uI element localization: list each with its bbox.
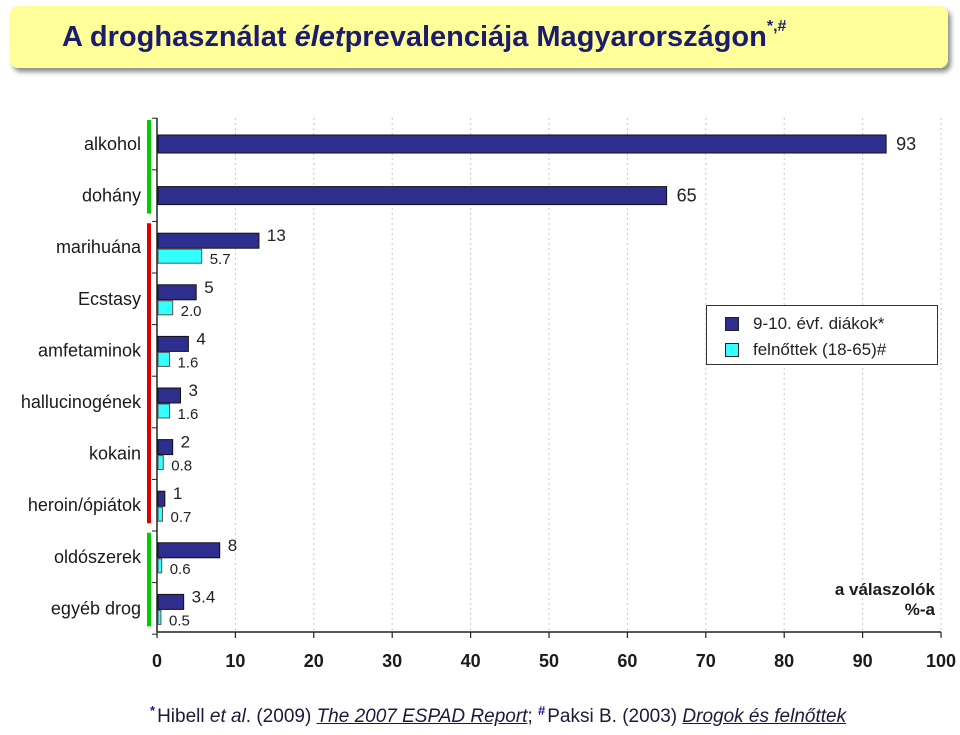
data-label-adults: 5.7: [210, 251, 231, 268]
bar-students: [157, 593, 185, 610]
x-tick-label: 100: [926, 651, 956, 671]
title-banner: A droghasználat életprevalenciája Magyar…: [10, 6, 948, 68]
legend-swatch-adults: [725, 343, 739, 357]
category-label: oldószerek: [54, 547, 142, 567]
legend-label-adults: felnőttek (18-65)#: [753, 340, 887, 359]
category-label: dohány: [82, 186, 141, 206]
bar-students: [157, 439, 174, 456]
x-tick-label: 90: [853, 651, 873, 671]
category-label: Ecstasy: [78, 289, 141, 309]
bar-adults: [157, 351, 171, 367]
data-label-students: 65: [677, 186, 697, 206]
category-label: hallucinogének: [21, 392, 142, 412]
x-tick-label: 0: [152, 651, 162, 671]
bar-adults: [157, 403, 171, 419]
bar-students: [157, 232, 260, 249]
bar-students: [157, 284, 197, 301]
bar-adults: [157, 248, 203, 264]
bar-adults: [157, 558, 163, 574]
source-footnote: * Hibell et al. (2009) The 2007 ESPAD Rep…: [150, 703, 847, 727]
x-tick-label: 40: [461, 651, 481, 671]
data-label-adults: 0.5: [169, 612, 190, 629]
title-superscript: *,#: [766, 17, 787, 35]
x-tick-label: 20: [304, 651, 324, 671]
chart-legend: 9-10. évf. diákok* felnőttek (18-65)#: [706, 305, 938, 365]
bar-adults: [157, 300, 174, 316]
data-label-adults: 1.6: [178, 406, 199, 423]
category-label: marihuána: [56, 237, 142, 257]
page-title: A droghasználat életprevalenciája Magyar…: [62, 17, 787, 53]
category-label: alkohol: [84, 134, 141, 154]
data-label-students: 1: [173, 484, 182, 503]
bar-adults: [157, 506, 163, 522]
data-label-adults: 1.6: [178, 354, 199, 371]
data-label-adults: 0.7: [170, 509, 191, 526]
legend-label-students: 9-10. évf. diákok*: [753, 314, 885, 333]
footnote-mark-star: *: [150, 703, 156, 718]
data-label-students: 3.4: [192, 587, 216, 606]
category-label: amfetaminok: [38, 340, 142, 360]
data-label-students: 8: [228, 536, 237, 555]
data-label-students: 2: [181, 433, 190, 452]
bar-adults: [157, 609, 162, 625]
legend-item-students: 9-10. évf. diákok*: [725, 314, 884, 334]
x-tick-label: 30: [382, 651, 402, 671]
category-label: kokain: [89, 444, 141, 464]
data-label-students: 5: [204, 278, 213, 297]
data-label-students: 93: [896, 134, 916, 154]
bar-students: [157, 387, 182, 404]
bar-students: [157, 542, 221, 559]
bar-students: [157, 186, 668, 206]
note-line-1: a válaszolók: [834, 580, 935, 599]
bar-students: [157, 134, 887, 154]
data-label-students: 13: [267, 226, 286, 245]
data-label-adults: 0.8: [171, 458, 192, 475]
legend-item-adults: felnőttek (18-65)#: [725, 340, 886, 360]
bar-students: [157, 490, 166, 507]
data-label-students: 4: [196, 329, 205, 348]
footnote-mark-hash: #: [538, 703, 546, 718]
data-label-adults: 2.0: [181, 303, 202, 320]
x-tick-label: 50: [539, 651, 559, 671]
x-tick-label: 60: [617, 651, 637, 671]
category-label: egyéb drog: [51, 598, 141, 618]
data-label-adults: 0.6: [170, 561, 191, 578]
axis-unit-note: a válaszolók %-a: [790, 580, 935, 620]
x-tick-label: 70: [696, 651, 716, 671]
note-line-2: %-a: [904, 600, 935, 619]
data-label-students: 3: [189, 381, 198, 400]
x-tick-label: 80: [774, 651, 794, 671]
legend-swatch-students: [725, 317, 739, 331]
bar-students: [157, 335, 189, 352]
x-tick-label: 10: [225, 651, 245, 671]
bar-adults: [157, 455, 164, 471]
category-label: heroin/ópiátok: [28, 495, 142, 515]
